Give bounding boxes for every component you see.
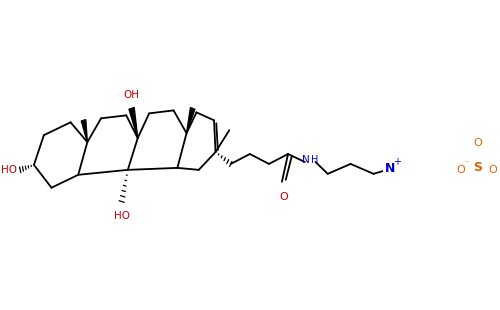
Text: N: N <box>302 155 310 165</box>
Text: O: O <box>488 165 497 175</box>
Text: +: + <box>393 157 401 167</box>
Text: O: O <box>279 192 288 202</box>
Text: O: O <box>456 165 465 175</box>
Text: N: N <box>385 162 396 175</box>
Polygon shape <box>129 108 138 138</box>
Text: S: S <box>473 162 482 175</box>
Text: H: H <box>311 155 318 165</box>
Polygon shape <box>82 120 87 142</box>
Text: OH: OH <box>124 91 140 100</box>
Text: ⁻: ⁻ <box>464 158 469 167</box>
Text: O: O <box>473 138 482 148</box>
Text: HO: HO <box>1 165 17 175</box>
Text: HO: HO <box>114 211 130 221</box>
Polygon shape <box>186 108 195 133</box>
